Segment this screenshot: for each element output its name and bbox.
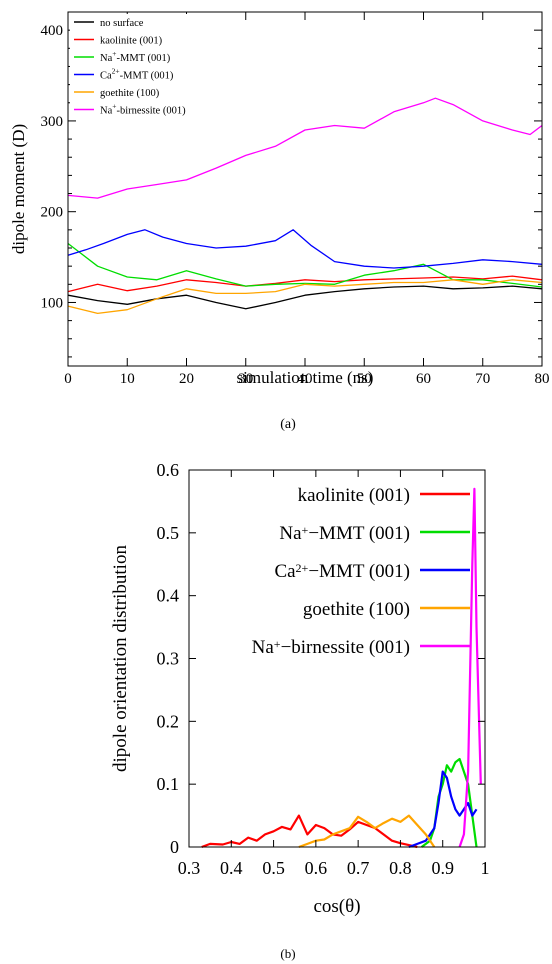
y-tick-label-b: 0.3 (157, 649, 180, 669)
legend-b-label: Ca2+−MMT (001) (274, 561, 410, 582)
legend-a-label: kaolinite (001) (100, 36, 163, 47)
y-tick-label-a: 400 (41, 23, 64, 39)
legend-a-label: Na+-birnessite (001) (100, 102, 186, 117)
x-tick-label-b: 0.4 (220, 858, 243, 878)
series-line-2 (67, 242, 543, 288)
x-tick-label-b: 1 (481, 858, 490, 878)
x-tick-label-b: 0.6 (305, 858, 328, 878)
x-tick-label-a: 80 (535, 371, 550, 387)
y-axis-label-a: dipole moment (D) (9, 124, 28, 254)
x-tick-label-a: 0 (64, 371, 72, 387)
y-tick-label-b: 0 (170, 837, 179, 857)
x-axis-label-b: cos(θ) (313, 896, 360, 917)
x-tick-label-a: 30 (238, 371, 253, 387)
x-axis-label-a: simulation time (ns) (237, 368, 374, 387)
legend-a-bg (70, 14, 220, 118)
series-line-4 (67, 279, 543, 315)
legend-a-label: Ca2+-MMT (001) (100, 67, 174, 82)
legend-b-label: kaolinite (001) (298, 485, 410, 506)
series-line-3 (67, 229, 543, 269)
x-tick-label-a: 20 (179, 371, 194, 387)
legend-b-label: Na+−birnessite (001) (252, 637, 410, 658)
x-tick-label-a: 60 (416, 371, 431, 387)
plot-frame-a (67, 11, 543, 367)
y-tick-label-b: 0.5 (157, 523, 180, 543)
y-tick-label-b: 0.4 (157, 586, 180, 606)
x-tick-label-a: 70 (475, 371, 490, 387)
y-tick-label-a: 200 (41, 205, 64, 221)
legend-a-label: Na+-MMT (001) (100, 49, 171, 64)
chart-b (188, 469, 486, 849)
panel-a-caption: (a) (280, 417, 296, 432)
x-tick-label-b: 0.5 (262, 858, 285, 878)
x-tick-label-b: 0.8 (389, 858, 412, 878)
x-tick-label-a: 10 (120, 371, 135, 387)
plot-frame-b (188, 469, 486, 848)
panel-b-caption: (b) (280, 946, 295, 961)
y-tick-label-b: 0.1 (157, 774, 180, 794)
series-line-1 (67, 275, 543, 293)
series-line-b-2 (408, 770, 478, 849)
x-tick-label-a: 50 (357, 371, 372, 387)
legend-b-label: goethite (100) (303, 599, 410, 620)
series-line-b-4 (458, 487, 482, 848)
x-tick-label-b: 0.9 (431, 858, 454, 878)
y-tick-label-a: 300 (41, 114, 64, 130)
x-tick-label-a: 40 (298, 371, 313, 387)
x-tick-label-b: 0.7 (347, 858, 370, 878)
series-line-b-0 (201, 814, 418, 849)
legend-a-label: no surface (100, 18, 144, 29)
y-tick-label-b: 0.6 (157, 460, 180, 480)
legend-a-label: goethite (100) (100, 88, 160, 99)
series-line-b-3 (298, 814, 436, 849)
y-tick-label-b: 0.2 (157, 711, 180, 731)
series-line-5 (67, 97, 543, 199)
y-tick-label-a: 100 (41, 295, 64, 311)
x-tick-label-b: 0.3 (178, 858, 201, 878)
series-line-0 (67, 285, 543, 310)
y-axis-label-b: dipole orientation distribution (110, 545, 131, 772)
legend-b-label: Na+−MMT (001) (279, 523, 410, 544)
